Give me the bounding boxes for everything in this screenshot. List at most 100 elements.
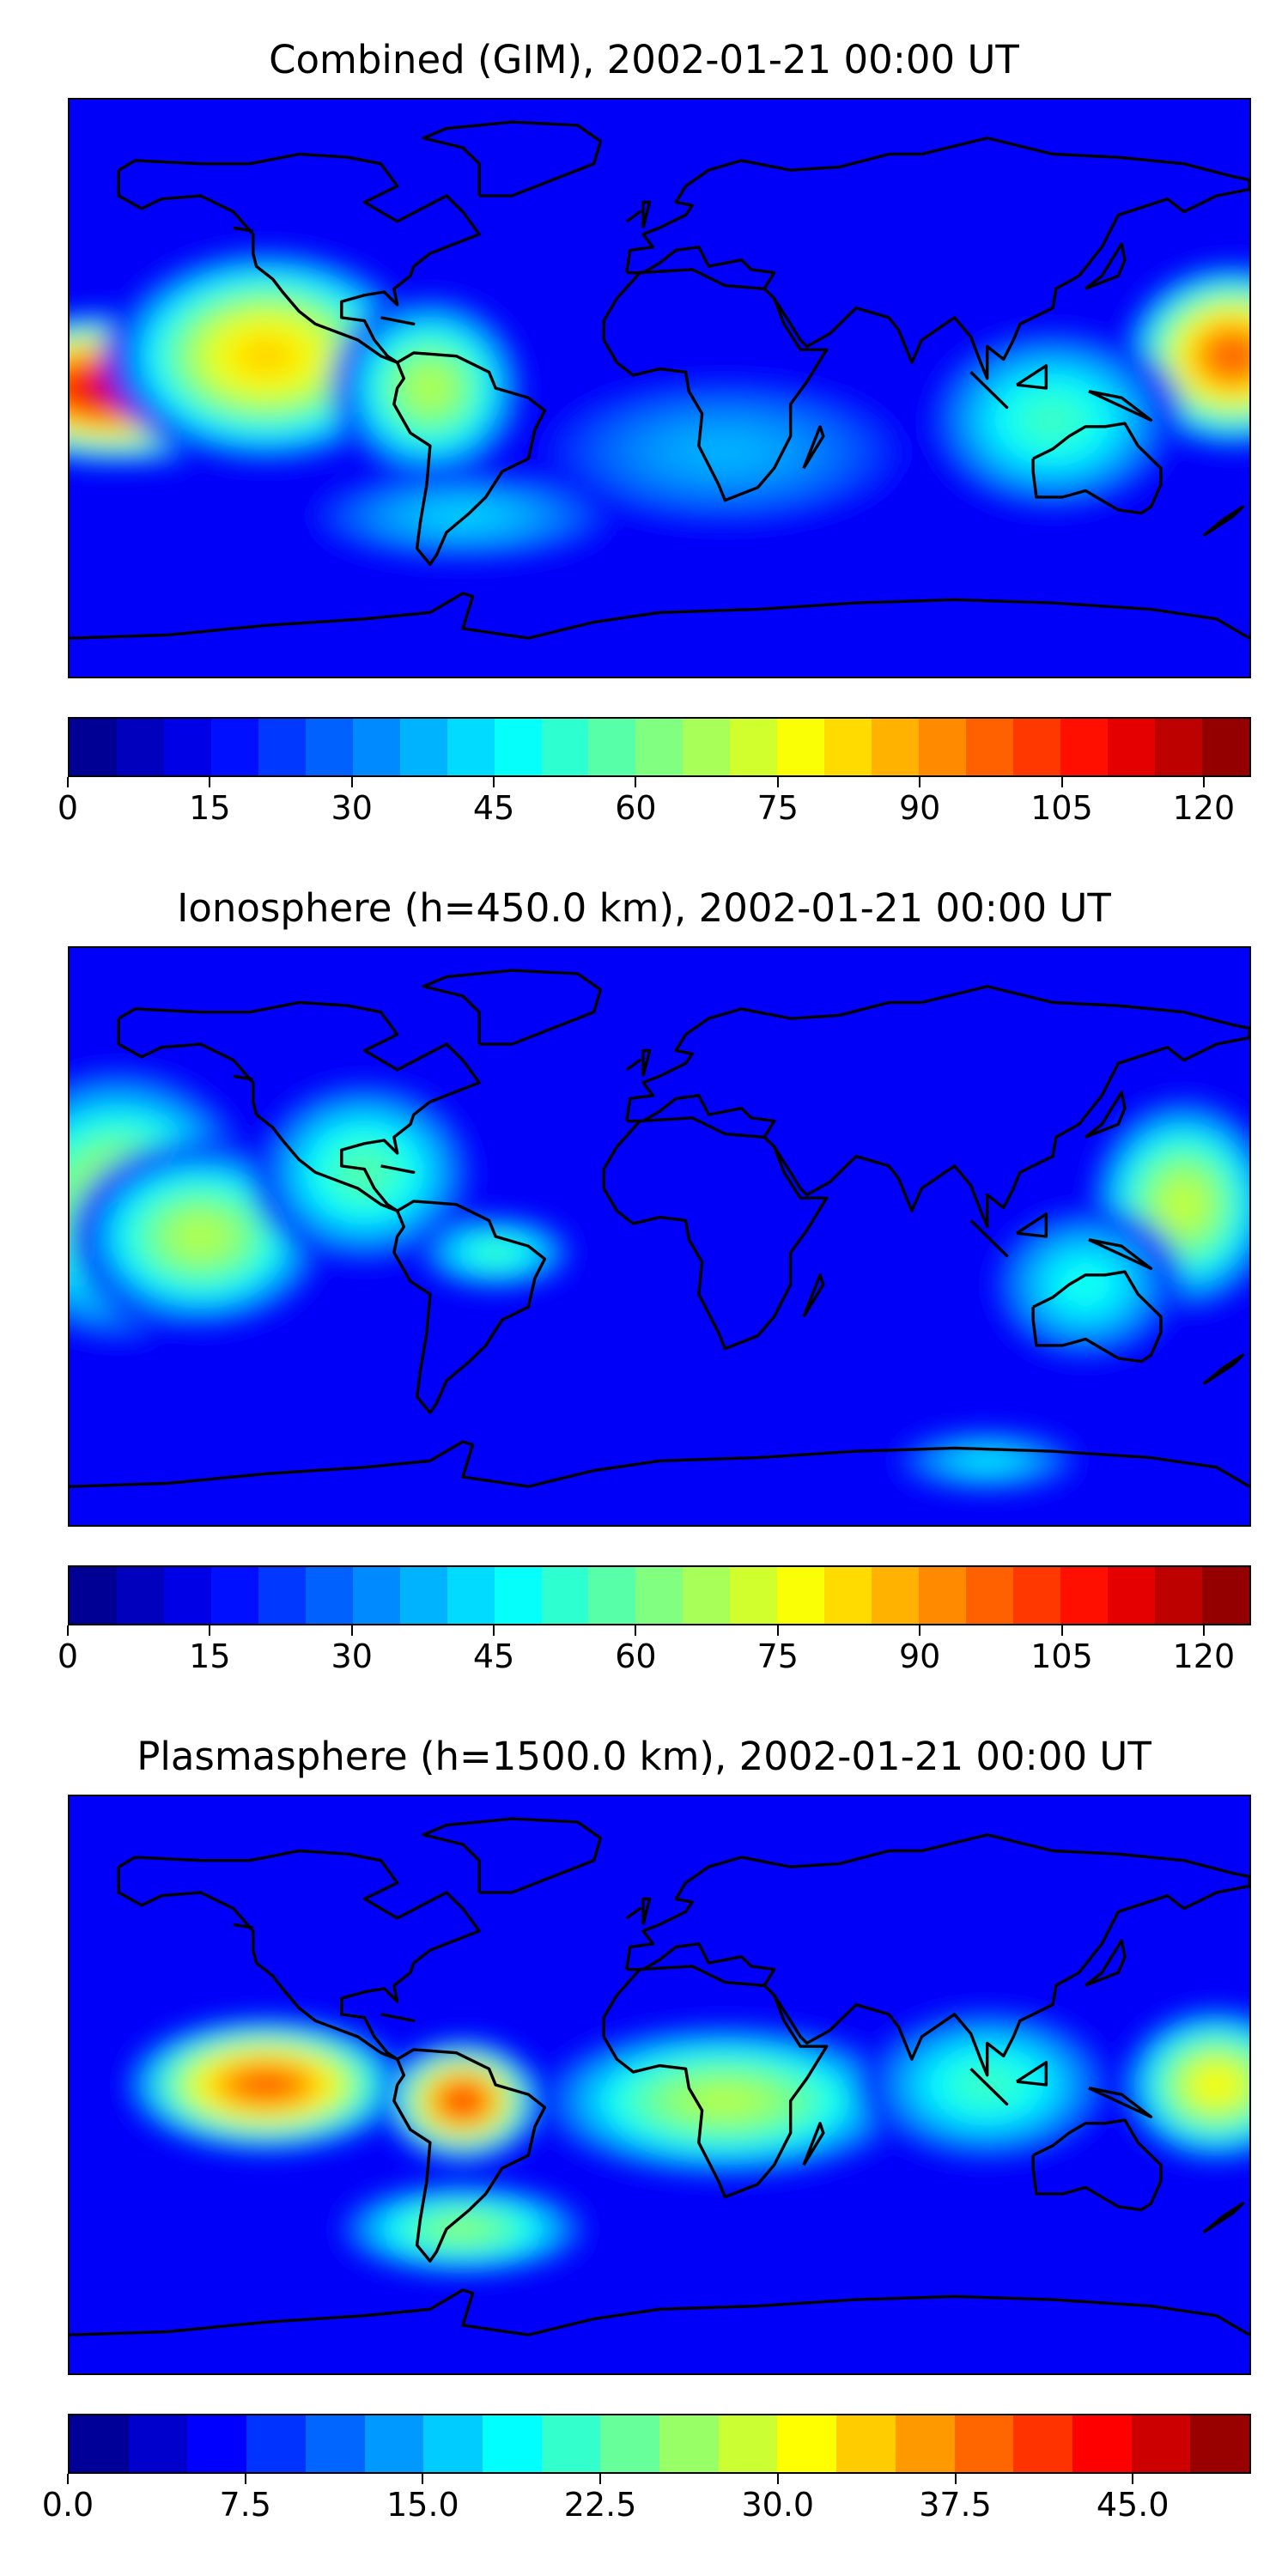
colorbar-tick-label: 15.0 bbox=[386, 2486, 459, 2524]
coastline bbox=[1016, 2061, 1048, 2087]
colorbar-tick bbox=[244, 2474, 246, 2484]
colorbar-segment bbox=[730, 1567, 778, 1624]
colorbar-tick bbox=[919, 777, 921, 787]
colorbar-segment bbox=[258, 719, 306, 775]
colorbar-segment bbox=[352, 1567, 400, 1624]
colorbar-segment bbox=[824, 1567, 872, 1624]
colorbar-tick-label: 120 bbox=[1172, 789, 1236, 827]
colorbar-tick-label: 90 bbox=[898, 1637, 941, 1675]
colorbar-tick-label: 120 bbox=[1172, 1637, 1236, 1675]
colorbar-segment bbox=[246, 2415, 306, 2472]
colorbar-segment bbox=[305, 719, 353, 775]
colorbar-segment bbox=[541, 2415, 601, 2472]
colorbar-tick bbox=[1202, 1625, 1205, 1636]
colorbar-tick bbox=[493, 777, 495, 787]
colorbar-segment bbox=[70, 719, 117, 775]
coastlines bbox=[70, 969, 1249, 1488]
colorbar-tick-label: 30.0 bbox=[741, 2486, 815, 2524]
coastline bbox=[422, 120, 603, 197]
colorbar-tick-label: 15 bbox=[189, 789, 231, 827]
colorbar-tick bbox=[209, 1625, 211, 1636]
coastline bbox=[602, 268, 829, 502]
panel-1-title: Combined (GIM), 2002-01-21 00:00 UT bbox=[269, 37, 1019, 82]
colorbar-segment bbox=[683, 1567, 731, 1624]
colorbar-tick-label: 60 bbox=[615, 1637, 657, 1675]
coastline bbox=[602, 1116, 829, 1351]
coastline bbox=[802, 425, 825, 470]
colorbar-segment bbox=[305, 1567, 353, 1624]
colorbar-segment bbox=[1131, 2415, 1191, 2472]
colorbar-tick bbox=[954, 2474, 957, 2484]
field-contours bbox=[70, 1060, 1249, 1493]
colorbar-segment bbox=[423, 2415, 483, 2472]
coastline bbox=[1084, 1939, 1127, 1987]
coastline bbox=[1031, 2118, 1163, 2212]
colorbar-segment bbox=[777, 719, 825, 775]
coastline bbox=[625, 1058, 641, 1072]
field-contours bbox=[70, 244, 1249, 565]
contour-level bbox=[1204, 2075, 1230, 2095]
colorbar-tick bbox=[919, 1625, 921, 1636]
coastline bbox=[380, 316, 416, 326]
colorbar-tick-label: 90 bbox=[898, 789, 941, 827]
panel-2-colorbar bbox=[68, 1565, 1251, 1625]
colorbar-segment bbox=[210, 1567, 258, 1624]
colorbar-tick-label: 45.0 bbox=[1096, 2486, 1170, 2524]
colorbar-segment bbox=[600, 2415, 660, 2472]
colorbar-segment bbox=[163, 719, 211, 775]
coastline bbox=[233, 1074, 254, 1081]
colorbar-segment bbox=[1072, 2415, 1132, 2472]
coastline bbox=[1202, 1353, 1245, 1386]
colorbar-segment bbox=[1060, 719, 1108, 775]
coastline bbox=[969, 1219, 1009, 1258]
colorbar-tick-label: 7.5 bbox=[219, 2486, 271, 2524]
contour-level bbox=[975, 1456, 999, 1465]
colorbar-tick bbox=[599, 2474, 602, 2484]
contour-level bbox=[485, 1248, 507, 1258]
colorbar-tick bbox=[67, 777, 69, 787]
colorbar-tick-label: 75 bbox=[756, 1637, 799, 1675]
colorbar-tick-label: 0.0 bbox=[41, 2486, 94, 2524]
colorbar-segment bbox=[399, 719, 447, 775]
colorbar-segment bbox=[210, 719, 258, 775]
coastline bbox=[422, 1817, 603, 1894]
panel-3-map bbox=[68, 1795, 1251, 2375]
contour-level bbox=[700, 2091, 750, 2111]
colorbar-segment bbox=[777, 1567, 825, 1624]
coastlines bbox=[70, 1817, 1249, 2336]
colorbar-tick-label: 105 bbox=[1030, 789, 1093, 827]
colorbar-segment bbox=[1107, 1567, 1155, 1624]
colorbar-segment bbox=[163, 1567, 211, 1624]
colorbar-segment bbox=[116, 719, 164, 775]
panel-1-map bbox=[68, 98, 1251, 678]
coastline bbox=[1088, 2087, 1153, 2119]
colorbar-segment bbox=[70, 2415, 129, 2472]
colorbar-tick-label: 45 bbox=[472, 1637, 515, 1675]
coastline bbox=[380, 2013, 416, 2023]
colorbar-segment bbox=[364, 2415, 424, 2472]
colorbar-segment bbox=[1013, 1567, 1061, 1624]
colorbar-tick bbox=[776, 777, 779, 787]
colorbar-segment bbox=[352, 719, 400, 775]
coastline bbox=[1031, 1270, 1163, 1364]
colorbar-segment bbox=[659, 2415, 719, 2472]
colorbar-segment bbox=[635, 1567, 683, 1624]
colorbar-segment bbox=[966, 719, 1014, 775]
colorbar-segment bbox=[447, 1567, 495, 1624]
colorbar-segment bbox=[494, 1567, 542, 1624]
colorbar-tick bbox=[422, 2474, 424, 2484]
colorbar-segment bbox=[966, 1567, 1014, 1624]
panel-3-title: Plasmasphere (h=1500.0 km), 2002-01-21 0… bbox=[137, 1734, 1151, 1779]
colorbar-segment bbox=[482, 2415, 542, 2472]
colorbar-tick bbox=[209, 777, 211, 787]
colorbar-tick-label: 37.5 bbox=[919, 2486, 992, 2524]
colorbar-segment bbox=[541, 1567, 589, 1624]
coastline bbox=[641, 1897, 652, 1925]
colorbar-tick bbox=[1202, 777, 1205, 787]
colorbar-tick bbox=[776, 2474, 779, 2484]
coastline bbox=[117, 1849, 481, 2061]
coastline bbox=[641, 1048, 652, 1077]
contour-level bbox=[453, 2093, 473, 2109]
colorbar-tick bbox=[1060, 777, 1063, 787]
coastline bbox=[625, 210, 641, 223]
